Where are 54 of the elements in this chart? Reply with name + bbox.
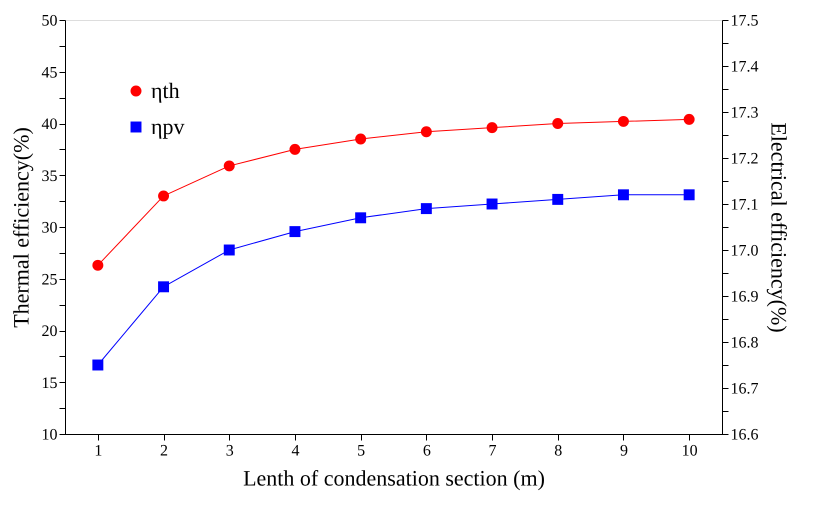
point (224, 160, 235, 172)
y2-tick-label: 17.1 (730, 196, 758, 214)
point (486, 122, 498, 134)
y-tick-label: 10 (42, 426, 58, 444)
y-tick-label: 25 (42, 271, 58, 288)
point (92, 260, 104, 271)
y-tick-label: 45 (42, 64, 58, 82)
y2-tick-label: 17.5 (730, 12, 758, 30)
point (552, 194, 564, 205)
y-axis-title: Thermal efficiency(%) (8, 127, 34, 328)
x-tick-label: 3 (226, 442, 234, 460)
point (618, 116, 629, 127)
y-tick-label: 40 (42, 116, 58, 133)
x-axis-title: Lenth of condensation section (m) (243, 466, 545, 490)
point (420, 203, 432, 214)
x-tick-label: 5 (357, 442, 366, 460)
point (552, 118, 564, 129)
y2-tick-label: 16.8 (730, 334, 758, 352)
x-tick-label: 9 (620, 442, 628, 460)
point (158, 190, 170, 202)
x-tick-label: 10 (682, 442, 698, 460)
point (289, 226, 300, 238)
point (224, 244, 235, 256)
y2-tick-label: 17.2 (730, 150, 758, 168)
y-tick-label: 50 (42, 12, 58, 30)
x-tick-label: 7 (488, 442, 497, 460)
point (92, 360, 104, 370)
legend-label: ηth (151, 78, 180, 103)
legend-label: ηpv (151, 114, 185, 139)
y2-axis-title: Electrical efficiency(%) (766, 122, 792, 333)
point (355, 134, 366, 144)
point (355, 212, 366, 224)
y-tick-label: 15 (42, 374, 58, 392)
point (618, 189, 629, 200)
x-tick-label: 4 (291, 442, 300, 460)
point (289, 144, 300, 155)
x-tick-label: 1 (94, 442, 102, 460)
y2-tick-label: 16.9 (730, 288, 758, 306)
point (158, 281, 170, 292)
y2-tick-label: 17.0 (730, 242, 758, 260)
x-tick-label: 8 (554, 442, 562, 460)
x-tick-label: 6 (422, 442, 431, 460)
y-tick-label: 30 (42, 220, 58, 236)
y2-tick-label: 17.4 (730, 58, 758, 76)
point (684, 189, 695, 200)
point (486, 198, 498, 210)
y-tick-label: 35 (42, 168, 58, 185)
point (420, 126, 432, 138)
x-tick-label: 2 (160, 442, 168, 460)
y2-tick-label: 16.6 (730, 426, 758, 444)
y-tick-label: 20 (42, 323, 58, 340)
y2-tick-label: 16.7 (730, 380, 758, 398)
y2-tick-label: 17.3 (730, 104, 758, 122)
point (684, 114, 695, 125)
